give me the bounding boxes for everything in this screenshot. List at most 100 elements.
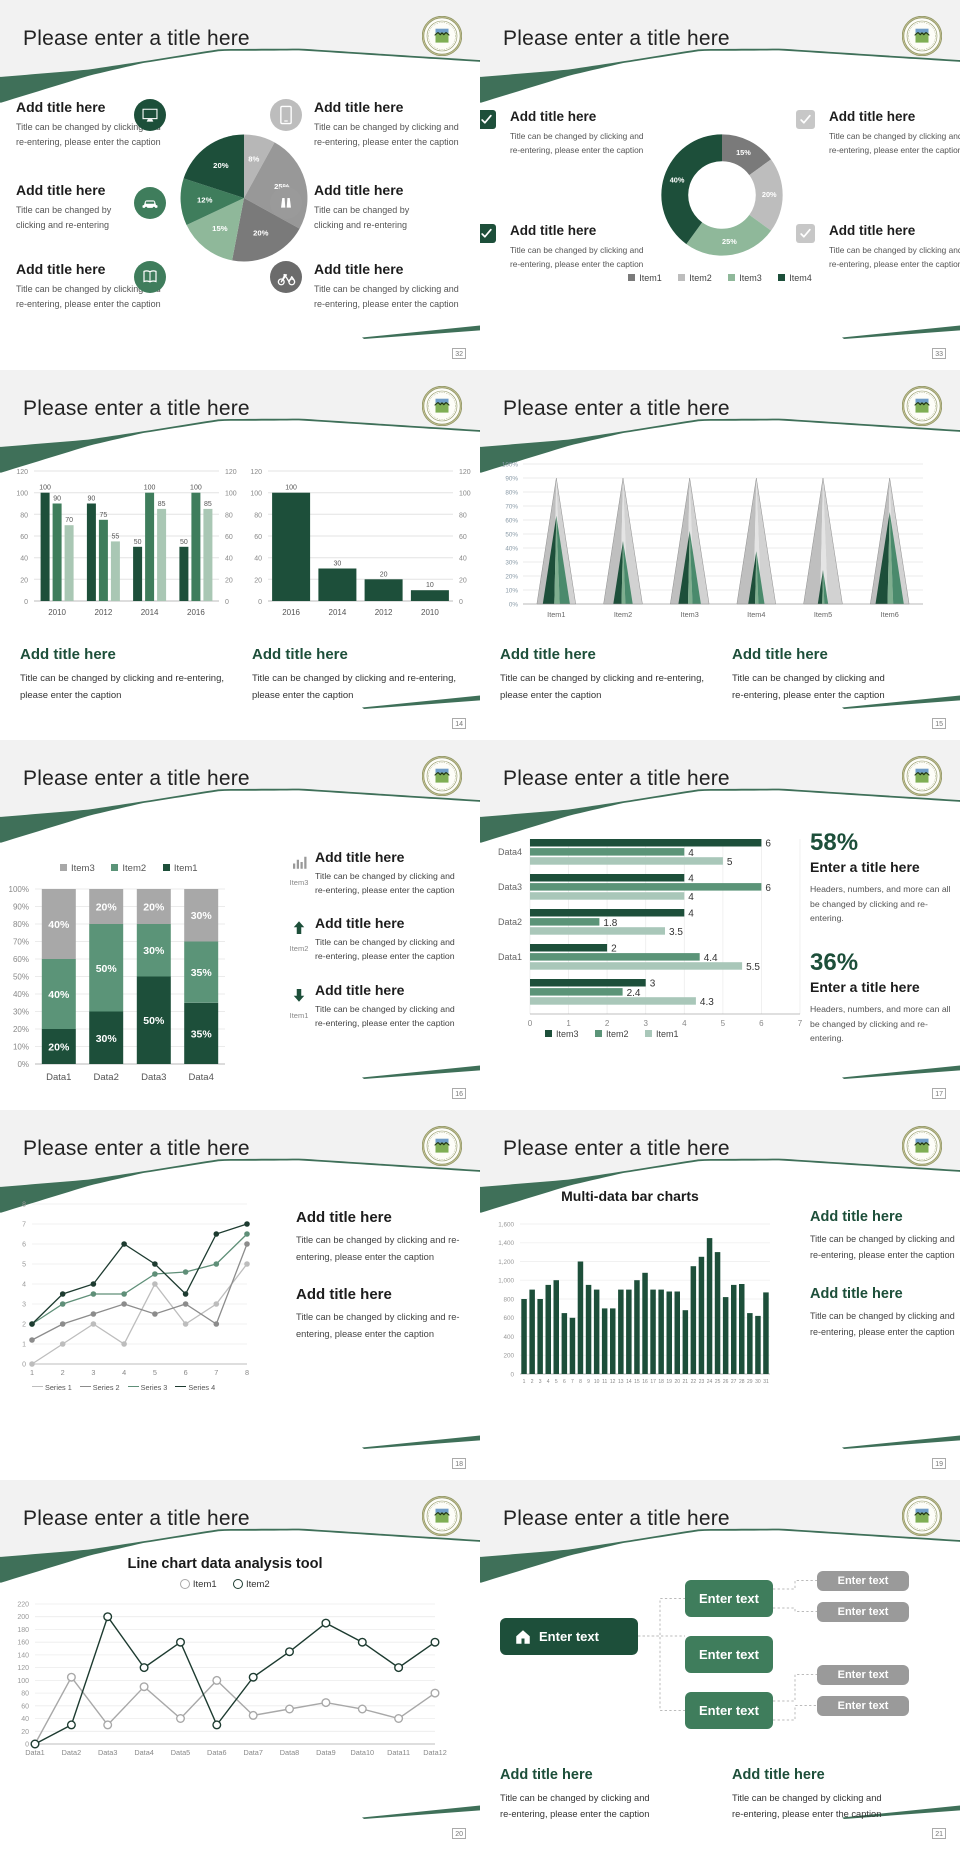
svg-text:30%: 30% [13,1007,29,1016]
svg-text:40: 40 [225,556,233,563]
svg-text:50%: 50% [505,532,518,539]
svg-text:120: 120 [16,469,28,476]
svg-text:10: 10 [426,582,434,589]
svg-text:Item4: Item4 [747,610,765,619]
svg-text:22: 22 [691,1379,697,1385]
svg-text:4: 4 [688,848,694,859]
svg-text:5: 5 [153,1368,157,1377]
svg-text:Data4: Data4 [498,847,522,857]
svg-text:Data4: Data4 [189,1072,214,1083]
svg-text:Data11: Data11 [387,1748,410,1756]
svg-text:4: 4 [688,874,694,885]
svg-text:20%: 20% [143,902,165,914]
svg-text:800: 800 [503,1296,514,1303]
svg-text:20: 20 [21,1729,29,1736]
svg-text:Data12: Data12 [423,1748,447,1756]
svg-text:20%: 20% [13,1025,29,1034]
svg-text:4: 4 [682,1019,687,1028]
svg-text:14: 14 [626,1379,632,1385]
svg-text:10: 10 [594,1379,600,1385]
svg-text:2010: 2010 [48,608,66,617]
svg-text:20: 20 [380,571,388,578]
svg-text:26: 26 [723,1379,729,1385]
svg-text:8: 8 [579,1379,582,1385]
svg-text:40: 40 [459,556,467,563]
svg-text:220: 220 [17,1602,29,1609]
svg-text:2010: 2010 [421,608,439,617]
svg-text:90: 90 [88,496,96,503]
svg-text:100: 100 [39,485,51,492]
svg-text:Data1: Data1 [46,1072,71,1083]
svg-text:9: 9 [587,1379,590,1385]
svg-text:20%: 20% [505,574,518,581]
svg-text:6: 6 [184,1368,188,1377]
svg-text:Data10: Data10 [351,1748,375,1756]
svg-text:40%: 40% [13,990,29,999]
svg-text:100%: 100% [502,462,519,469]
svg-text:0: 0 [24,599,28,606]
svg-text:6: 6 [759,1019,764,1028]
svg-text:1: 1 [566,1019,571,1028]
svg-text:30%: 30% [143,945,165,957]
svg-text:100: 100 [250,491,262,498]
svg-text:50%: 50% [96,963,118,975]
svg-text:80: 80 [254,512,262,519]
svg-text:35%: 35% [191,967,213,979]
svg-text:40: 40 [254,556,262,563]
svg-text:30: 30 [334,561,342,568]
svg-text:20%: 20% [48,1042,70,1054]
svg-text:30%: 30% [96,1033,118,1045]
svg-text:400: 400 [503,1334,514,1341]
svg-text:80%: 80% [505,490,518,497]
svg-text:30: 30 [755,1379,761,1385]
svg-text:85: 85 [204,501,212,508]
svg-text:100: 100 [16,491,28,498]
svg-text:1: 1 [22,1342,26,1349]
svg-text:50: 50 [134,539,142,546]
svg-text:2: 2 [611,944,617,955]
svg-text:2.4: 2.4 [627,988,641,999]
svg-text:Data9: Data9 [316,1748,335,1756]
svg-text:2: 2 [22,1322,26,1329]
svg-text:120: 120 [225,469,237,476]
svg-text:19: 19 [666,1379,672,1385]
svg-text:1,200: 1,200 [498,1259,514,1266]
svg-text:0: 0 [258,599,262,606]
svg-text:1,000: 1,000 [498,1278,514,1285]
svg-text:5: 5 [22,1262,26,1269]
svg-text:0%: 0% [17,1060,29,1069]
svg-text:2012: 2012 [95,608,113,617]
svg-text:35%: 35% [191,1028,213,1040]
svg-text:30%: 30% [505,560,518,567]
svg-text:0: 0 [510,1371,514,1378]
svg-text:16: 16 [642,1379,648,1385]
svg-text:50: 50 [180,539,188,546]
svg-text:Data2: Data2 [62,1748,81,1756]
svg-text:3: 3 [650,979,656,990]
svg-text:30%: 30% [191,910,213,922]
svg-text:4: 4 [688,909,694,920]
svg-text:90%: 90% [505,476,518,483]
svg-text:6: 6 [765,839,771,850]
svg-text:60: 60 [459,534,467,541]
svg-text:6: 6 [765,883,771,894]
svg-text:20: 20 [675,1379,681,1385]
svg-text:31: 31 [763,1379,769,1385]
svg-text:75: 75 [100,512,108,519]
svg-text:21: 21 [683,1379,689,1385]
svg-text:10%: 10% [13,1042,29,1051]
svg-text:5.5: 5.5 [746,962,760,973]
svg-text:40%: 40% [48,989,70,1001]
svg-text:3: 3 [91,1368,95,1377]
svg-text:120: 120 [250,469,262,476]
svg-text:5: 5 [721,1019,726,1028]
svg-text:18: 18 [658,1379,664,1385]
svg-text:80%: 80% [13,920,29,929]
svg-text:Data5: Data5 [171,1748,190,1756]
svg-text:100: 100 [144,485,156,492]
svg-text:7: 7 [571,1379,574,1385]
svg-text:4: 4 [122,1368,126,1377]
svg-text:2016: 2016 [282,608,300,617]
svg-text:1.8: 1.8 [603,918,617,929]
svg-text:Data2: Data2 [94,1072,119,1083]
